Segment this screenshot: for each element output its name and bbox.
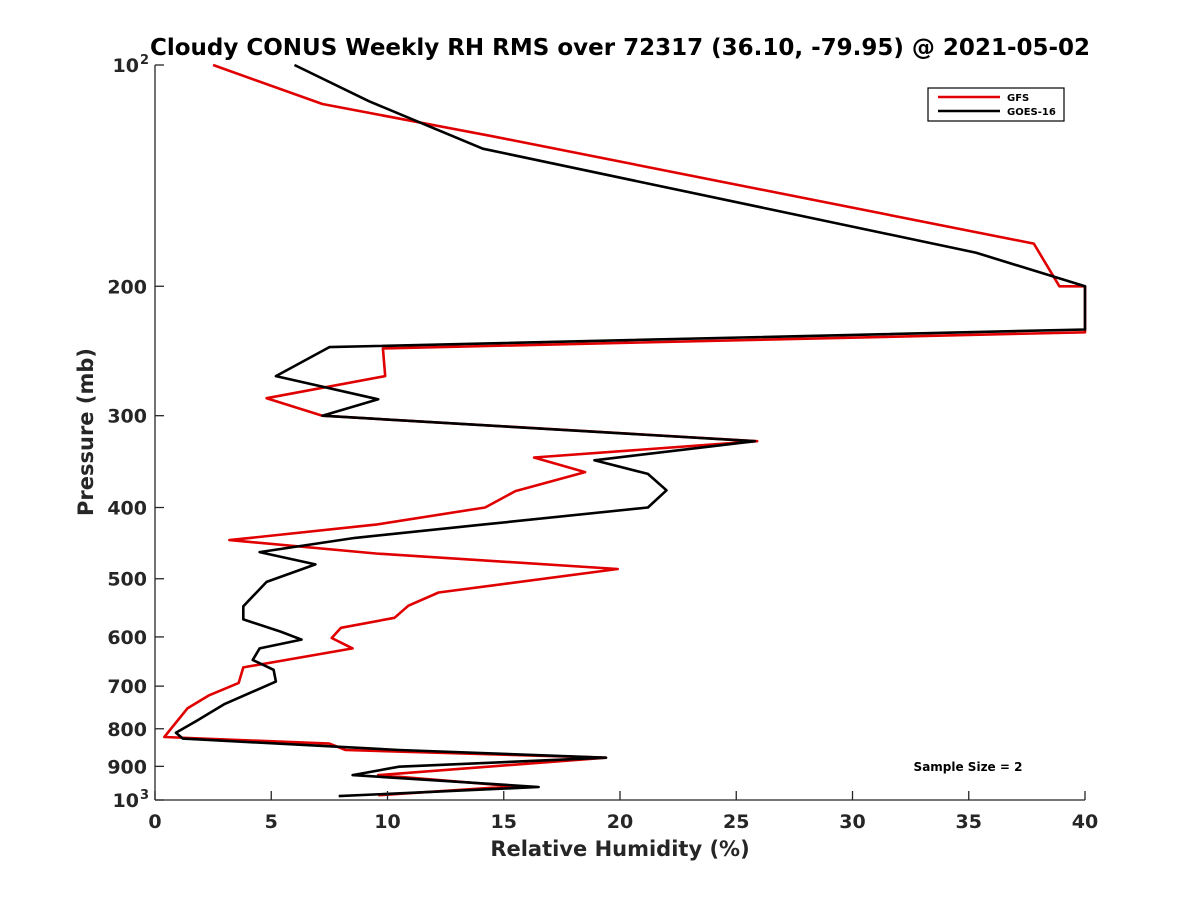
x-tick-label: 35 (956, 811, 982, 833)
legend-label-gfs: GFS (1007, 93, 1029, 104)
x-tick-label: 30 (839, 811, 865, 833)
x-tick-label: 10 (374, 811, 400, 833)
y-tick-label: 800 (107, 719, 147, 741)
x-axis-label: Relative Humidity (%) (490, 837, 749, 861)
y-tick-exponent: 2 (140, 53, 149, 68)
legend-box (927, 87, 1065, 122)
x-tick-label: 0 (148, 811, 161, 833)
x-tick-label: 20 (607, 811, 633, 833)
legend: GFS GOES-16 (927, 87, 1065, 122)
legend-label-goes16: GOES-16 (1007, 107, 1056, 118)
chart-title: Cloudy CONUS Weekly RH RMS over 72317 (3… (150, 35, 1090, 61)
y-tick-label: 600 (107, 627, 147, 649)
sample-size-annotation: Sample Size = 2 (914, 760, 1023, 774)
y-tick-label: 10 (113, 790, 139, 812)
x-tick-label: 15 (491, 811, 517, 833)
x-tick-label: 40 (1072, 811, 1098, 833)
y-tick-label: 300 (107, 406, 147, 428)
x-tick-label: 25 (723, 811, 749, 833)
y-tick-label: 400 (107, 498, 147, 520)
series-line-goes16 (174, 63, 1087, 798)
series-layer (163, 63, 1087, 798)
y-axis-label: Pressure (mb) (74, 348, 98, 516)
x-tick-label: 5 (265, 811, 278, 833)
y-tick-label: 900 (107, 756, 147, 778)
y-tick-label: 500 (107, 569, 147, 591)
y-tick-label: 700 (107, 676, 147, 698)
y-tick-label: 10 (113, 55, 139, 77)
series-line-gfs (163, 63, 1087, 797)
x-axis-ticks: 0 5 10 15 20 25 30 35 40 (148, 791, 1098, 833)
y-tick-label: 200 (107, 276, 147, 298)
y-tick-exponent: 3 (140, 788, 149, 803)
